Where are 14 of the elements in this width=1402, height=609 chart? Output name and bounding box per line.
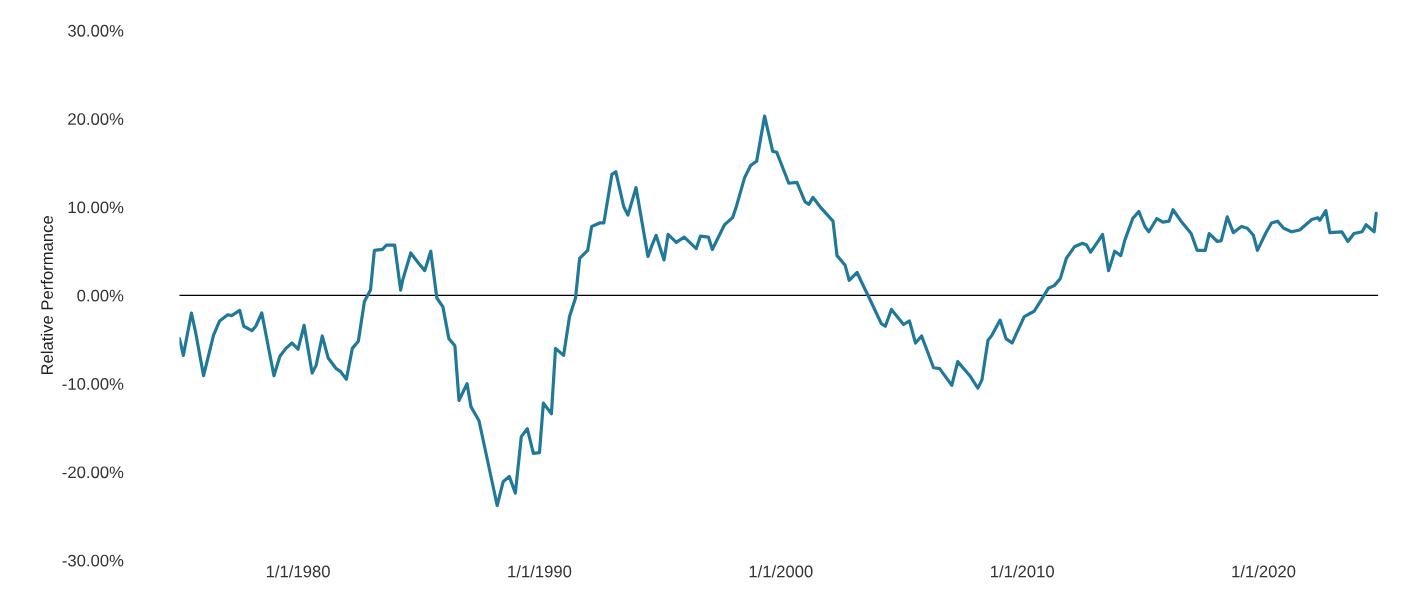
line-series bbox=[179, 114, 1378, 508]
y-tick-label: -10.00% bbox=[62, 378, 124, 390]
y-axis-title: Relative Performance bbox=[40, 215, 53, 375]
y-tick-label: 0.00% bbox=[77, 289, 124, 302]
x-tick-label: 1/1/1990 bbox=[508, 565, 572, 578]
y-tick-label: -20.00% bbox=[62, 466, 124, 479]
y-tick-label: 30.00% bbox=[68, 24, 124, 37]
y-tick-label: 10.00% bbox=[68, 201, 124, 214]
x-tick-label: 1/1/1980 bbox=[266, 565, 330, 578]
x-tick-label: 1/1/2020 bbox=[1232, 565, 1296, 578]
x-tick-label: 1/1/2010 bbox=[991, 565, 1054, 578]
y-tick-label: 20.00% bbox=[68, 113, 124, 125]
x-tick-label: 1/1/2000 bbox=[749, 565, 813, 578]
y-tick-label: -30.00% bbox=[62, 554, 124, 567]
